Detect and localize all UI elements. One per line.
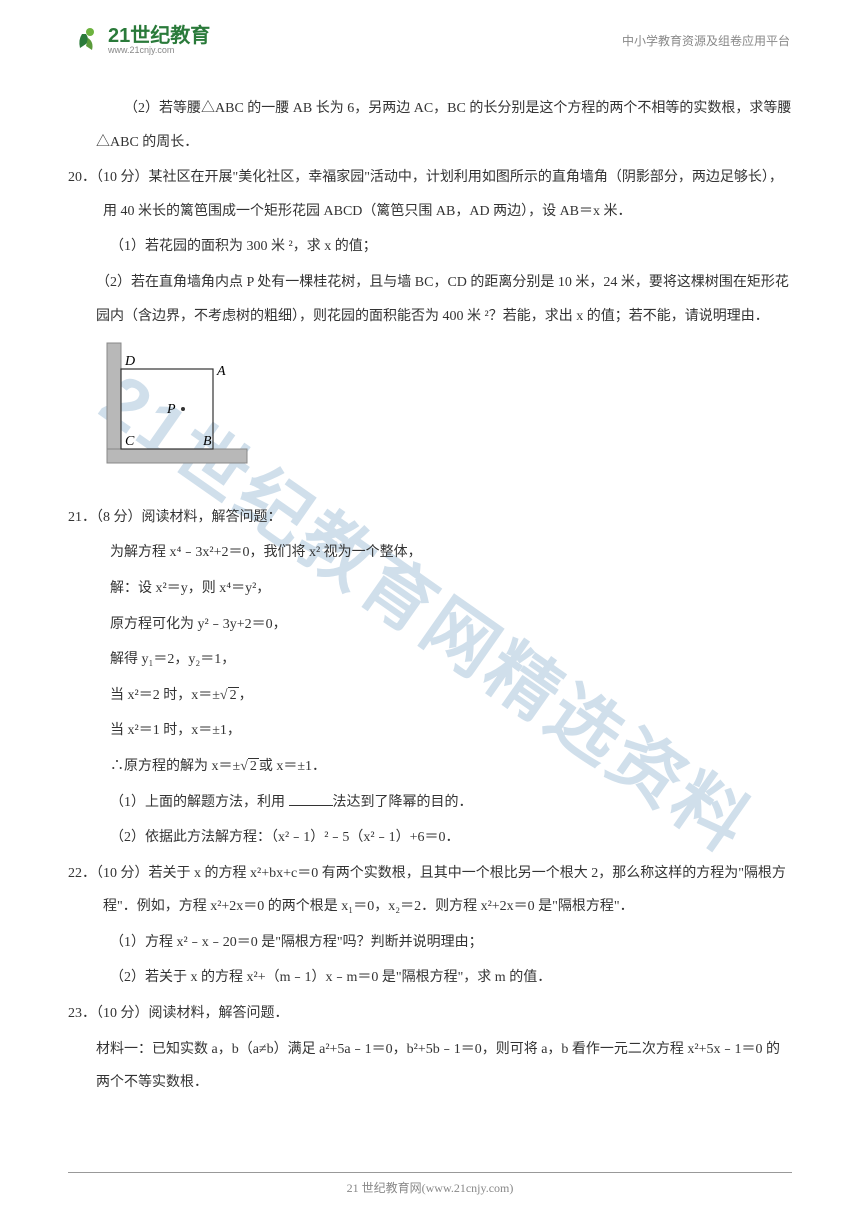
label-B: B [203,434,212,449]
q23-line1: 材料一：已知实数 a，b（a≠b）满足 a²+5a﹣1＝0，b²+5b﹣1＝0，… [68,1033,792,1100]
q22-part2: （2）若关于 x 的方程 x²+（m﹣1）x﹣m＝0 是"隔根方程"，求 m 的… [68,961,792,995]
document-body: （2）若等腰△ABC 的一腰 AB 长为 6，另两边 AC，BC 的长分别是这个… [0,72,860,1100]
logo-title: 21世纪教育 [108,26,210,46]
label-C: C [125,434,135,449]
q20-part1: （1）若花园的面积为 300 米 ²，求 x 的值； [68,230,792,264]
q21-line3: 原方程可化为 y²﹣3y+2＝0， [68,608,792,642]
page-footer: 21 世纪教育网(www.21cnjy.com) [68,1172,792,1196]
logo: 21世纪教育 www.21cnjy.com [70,24,210,56]
q22-part1: （1）方程 x²﹣x﹣20＝0 是"隔根方程"吗？判断并说明理由； [68,926,792,960]
q20-head: 20．（10 分）某社区在开展"美化社区，幸福家园"活动中，计划利用如图所示的直… [68,161,792,228]
logo-icon [70,24,102,56]
wall-diagram: D A C B P [103,339,253,479]
label-A: A [216,364,226,379]
q20-part2: （2）若在直角墙角内点 P 处有一棵桂花树，且与墙 BC，CD 的距离分别是 1… [68,266,792,333]
label-D: D [124,354,135,369]
q22-head: 22．（10 分）若关于 x 的方程 x²+bx+c＝0 有两个实数根，且其中一… [68,857,792,924]
page-header: 21世纪教育 www.21cnjy.com 中小学教育资源及组卷应用平台 [0,0,860,72]
label-P: P [166,402,176,417]
q23-head: 23．（10 分）阅读材料，解答问题． [68,997,792,1031]
blank-fill [289,792,333,806]
q21-line4: 解得 y₁＝2，y₂＝1， [68,643,792,677]
q21-head: 21．（8 分）阅读材料，解答问题： [68,501,792,535]
q21-line7: ∴原方程的解为 x＝±√2或 x＝±1． [68,750,792,784]
q21-line1: 为解方程 x⁴﹣3x²+2＝0，我们将 x² 视为一个整体， [68,536,792,570]
q21-line2: 解：设 x²＝y，则 x⁴＝y²， [68,572,792,606]
q21-line5: 当 x²＝2 时，x＝±√2， [68,679,792,713]
logo-url: www.21cnjy.com [108,46,210,55]
q21-sub1: （1）上面的解题方法，利用 法达到了降幂的目的． [68,786,792,820]
q19-part2: （2）若等腰△ABC 的一腰 AB 长为 6，另两边 AC，BC 的长分别是这个… [68,92,792,159]
header-right-text: 中小学教育资源及组卷应用平台 [622,32,790,49]
q21-sub2: （2）依据此方法解方程：（x²﹣1）²﹣5（x²﹣1）+6＝0． [68,821,792,855]
q21-line6: 当 x²＝1 时，x＝±1， [68,714,792,748]
